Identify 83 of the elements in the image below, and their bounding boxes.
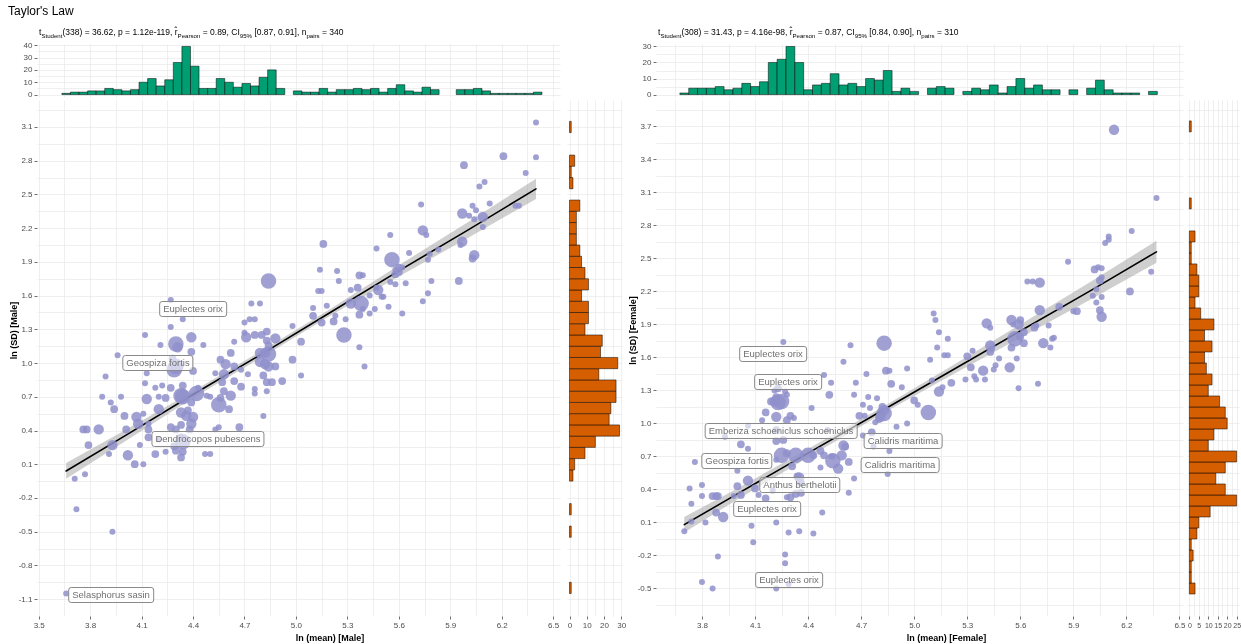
- y-tick-label: 0.1: [640, 517, 653, 527]
- annotation: Euplectes orix: [754, 374, 822, 390]
- y-tick-label: 2.8: [21, 156, 34, 166]
- y-tick-label: 2.8: [640, 220, 653, 230]
- y-tick-label: 0.4: [21, 426, 34, 436]
- x-tick-label: 3.5: [33, 620, 46, 630]
- y-tick-label: 0.7: [21, 392, 34, 402]
- annotation: Dendrocopos pubescens: [151, 431, 265, 447]
- y-axis-title: ln (SD) [Male]: [8, 301, 19, 360]
- x-tick-label: 5.9: [1068, 620, 1080, 630]
- x-tick-label: 6.5: [548, 620, 560, 630]
- y-tick-label: 30: [23, 53, 34, 63]
- y-tick-label: 1.0: [640, 418, 653, 428]
- text: t$_{Student}$(308) = 31.43, p = 4.16e-98, r̂$_{Pearson}$ = 0.87, CI$_{95%}$ [0.84, 0.90], n$_{pairs}$ = 310: [658, 27, 959, 39]
- annotation: Euplectes orix: [733, 501, 801, 517]
- x-tick-label: 6.2: [1121, 620, 1134, 630]
- x-tick-label: 6.2: [496, 620, 509, 630]
- text: t$_{Student}$(338) = 36.62, p = 1.12e-119, r̂$_{Pearson}$ = 0.89, CI$_{95%}$ [0.87, 0.91], n$_{pairs}$ = 340: [39, 27, 344, 39]
- y-tick-label: 40: [23, 40, 34, 50]
- x-tick-label: 5.0: [290, 620, 303, 630]
- x-tick-label: 4.7: [239, 620, 252, 630]
- y-tick-label: 3.1: [21, 122, 34, 132]
- y-tick-label: 0.7: [640, 451, 653, 461]
- x-tick-label: 5.6: [1015, 620, 1027, 630]
- annotation: Euplectes orix: [739, 346, 807, 362]
- y-tick-label: -0.2: [637, 550, 653, 560]
- annotation: Anthus berthelotii: [759, 477, 841, 493]
- y-tick-label: 3.1: [640, 187, 653, 197]
- x-tick-label: 4.4: [803, 620, 815, 630]
- y-tick-label: 1.3: [640, 385, 653, 395]
- y-tick-label: 1.0: [21, 358, 34, 368]
- y-tick-label: 3.7: [640, 121, 653, 131]
- y-tick-label: -1.1: [18, 594, 34, 604]
- y-tick-label: -0.2: [18, 493, 34, 503]
- y-tick-label: 2.5: [21, 189, 34, 199]
- y-tick-label: 0.4: [640, 484, 653, 494]
- x-tick-label: 5.9: [445, 620, 457, 630]
- y-tick-label: 2.2: [640, 286, 653, 296]
- x-tick-label: 10: [582, 620, 593, 630]
- y-tick-label: 1.3: [21, 324, 34, 334]
- annotation: Euplectes orix: [159, 301, 227, 317]
- x-tick-label: 6.5: [1174, 620, 1187, 630]
- y-tick-label: 0: [647, 90, 653, 100]
- y-tick-label: 1.6: [640, 352, 653, 362]
- x-tick-label: 3.8: [696, 620, 709, 630]
- y-tick-label: 2.2: [21, 223, 34, 233]
- y-tick-label: 3.4: [640, 154, 653, 164]
- annotation: Calidris maritima: [863, 433, 943, 449]
- x-tick-label: 4.1: [136, 620, 149, 630]
- y-tick-label: 1.9: [640, 319, 653, 329]
- annotation: Selasphorus sasin: [68, 587, 154, 603]
- x-tick-label: 3.8: [85, 620, 97, 630]
- x-tick-label: 20: [600, 620, 610, 630]
- annotation: Geospiza fortis: [122, 355, 194, 371]
- y-tick-label: 1.6: [21, 291, 34, 301]
- y-tick-label: 2.5: [640, 253, 653, 263]
- x-tick-label: 4.1: [749, 620, 762, 630]
- y-tick-label: 30: [642, 41, 653, 51]
- x-tick-label: 5.3: [342, 620, 354, 630]
- y-tick-label: -0.5: [637, 583, 653, 593]
- annotation: Euplectes orix: [755, 572, 823, 588]
- x-tick-label: 30: [617, 620, 627, 630]
- x-tick-label: 5.6: [393, 620, 406, 630]
- y-tick-label: 1.9: [21, 257, 34, 267]
- x-tick-label: 4.4: [187, 620, 200, 630]
- y-tick-label: -0.8: [18, 560, 34, 570]
- x-axis-title: ln (mean) [Female]: [906, 632, 987, 643]
- x-tick-label: 0: [567, 620, 573, 630]
- chart-title: Taylor's Law: [8, 4, 74, 19]
- x-axis-title: ln (mean) [Male]: [295, 632, 365, 643]
- annotation: Geospiza fortis: [701, 453, 773, 469]
- y-tick-label: 10: [23, 77, 34, 87]
- x-tick-label: 4.7: [856, 620, 868, 630]
- x-tick-label: 5.3: [962, 620, 974, 630]
- y-tick-label: 20: [642, 57, 653, 67]
- y-axis-title: ln (SD) [Female]: [627, 296, 638, 365]
- x-tick-label: 5.0: [909, 620, 921, 630]
- y-tick-label: 20: [23, 65, 34, 75]
- y-tick-label: 0.1: [21, 459, 34, 469]
- y-tick-label: 0: [28, 90, 34, 100]
- annotation: Calidris maritima: [860, 457, 940, 473]
- y-tick-label: -0.5: [18, 527, 34, 537]
- y-tick-label: 10: [642, 74, 653, 84]
